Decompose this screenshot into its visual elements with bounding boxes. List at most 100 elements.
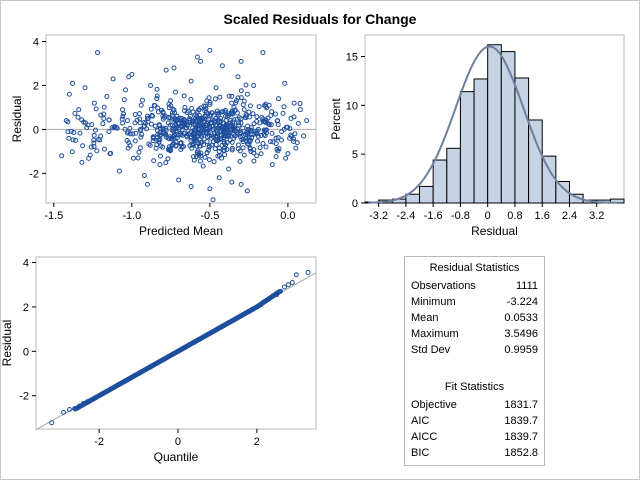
- residual-point: [196, 141, 202, 147]
- histogram-bar: [541, 155, 557, 204]
- residual-point: [241, 107, 247, 113]
- residual-point: [227, 120, 233, 126]
- qq-x-axis-label: Quantile: [154, 450, 199, 464]
- qq-point: [143, 366, 149, 372]
- residual-point: [204, 98, 210, 104]
- qq-point: [175, 348, 181, 354]
- stat-row: Maximum 3.5496: [405, 326, 544, 342]
- scatter-x-tick-label: -1.5: [44, 210, 63, 222]
- qq-point: [285, 282, 291, 288]
- residual-point: [222, 152, 228, 158]
- histogram-bar: [514, 77, 530, 204]
- residual-vs-predicted-frame: [45, 34, 317, 204]
- stat-row: BIC 1852.8: [405, 445, 544, 461]
- residual-point: [100, 121, 106, 127]
- residual-point: [245, 130, 251, 136]
- residual-point: [240, 145, 246, 151]
- residual-point: [121, 97, 127, 103]
- residual-point: [262, 102, 268, 108]
- residual-point: [65, 129, 71, 135]
- residual-point: [106, 117, 112, 123]
- residual-point: [291, 100, 297, 106]
- residual-point: [207, 120, 213, 126]
- residual-point: [281, 104, 287, 110]
- residual-point: [260, 50, 266, 56]
- residual-point: [191, 136, 197, 142]
- residual-point: [132, 120, 138, 126]
- qq-y-tick-label: 2: [23, 302, 29, 314]
- scatter-x-tick-label: -1.0: [122, 210, 141, 222]
- residual-point: [130, 155, 136, 161]
- qq-point: [171, 351, 177, 357]
- residual-point: [197, 118, 203, 124]
- residual-point: [247, 103, 253, 109]
- residual-point: [203, 103, 209, 109]
- residual-point: [196, 151, 202, 157]
- residual-point: [273, 154, 279, 160]
- histogram-x-tick-label: 2.4: [562, 210, 577, 222]
- qq-plot-frame: [35, 256, 317, 430]
- residual-point: [94, 148, 100, 154]
- residual-point: [188, 78, 194, 84]
- residual-point: [255, 126, 261, 132]
- residual-point: [202, 154, 208, 160]
- residual-point: [185, 131, 191, 137]
- qq-point: [191, 339, 197, 345]
- qq-point: [234, 315, 240, 321]
- residual-point: [101, 111, 107, 117]
- residual-point: [153, 145, 159, 151]
- residual-point: [261, 119, 267, 125]
- residual-point: [104, 93, 110, 99]
- histogram-bar: [487, 44, 502, 204]
- residual-point: [142, 120, 148, 126]
- residual-point: [226, 133, 232, 139]
- residual-point: [151, 158, 157, 164]
- histogram-y-axis-label: Percent: [329, 98, 343, 140]
- residual-point: [207, 47, 213, 53]
- scatter-x-axis-label: Predicted Mean: [139, 224, 223, 238]
- residual-point: [187, 113, 193, 119]
- qq-point: [96, 393, 102, 399]
- residual-point: [237, 158, 243, 164]
- residual-point: [101, 146, 107, 152]
- residual-point: [258, 133, 264, 139]
- residual-point: [157, 133, 163, 139]
- residual-point: [244, 91, 250, 97]
- residual-point: [295, 120, 301, 126]
- residual-point: [91, 140, 97, 146]
- residual-point: [263, 144, 269, 150]
- residual-point: [236, 115, 242, 121]
- residual-point: [210, 123, 216, 129]
- residual-point: [101, 116, 107, 122]
- qq-point: [289, 280, 295, 286]
- residual-point: [181, 144, 187, 150]
- histogram-x-tick-label: -3.2: [369, 210, 388, 222]
- residual-point: [251, 83, 257, 89]
- qq-point: [147, 364, 153, 370]
- residual-point: [119, 107, 125, 113]
- residual-point: [126, 74, 132, 80]
- residual-point: [210, 197, 216, 203]
- residual-point: [216, 175, 222, 181]
- residual-point: [267, 139, 273, 145]
- residual-point: [161, 130, 167, 136]
- residual-point: [279, 129, 285, 135]
- residual-point: [176, 132, 182, 138]
- stat-label: AIC: [411, 415, 430, 427]
- qq-point: [254, 304, 260, 310]
- histogram-y-tick-label: 10: [346, 100, 358, 112]
- residual-point: [226, 93, 232, 99]
- residual-point: [213, 142, 219, 148]
- stat-row: AIC 1839.7: [405, 413, 544, 429]
- residual-point: [190, 119, 196, 125]
- residual-point: [135, 155, 141, 161]
- residual-point: [150, 138, 156, 144]
- stat-row: Minimum -3.224: [405, 294, 544, 310]
- histogram-y-tick-label: 15: [346, 51, 358, 63]
- residual-point: [224, 129, 230, 135]
- qq-point: [199, 335, 205, 341]
- residual-point: [268, 113, 274, 119]
- qq-point: [124, 377, 130, 383]
- qq-point: [136, 371, 142, 377]
- residual-point: [243, 82, 249, 88]
